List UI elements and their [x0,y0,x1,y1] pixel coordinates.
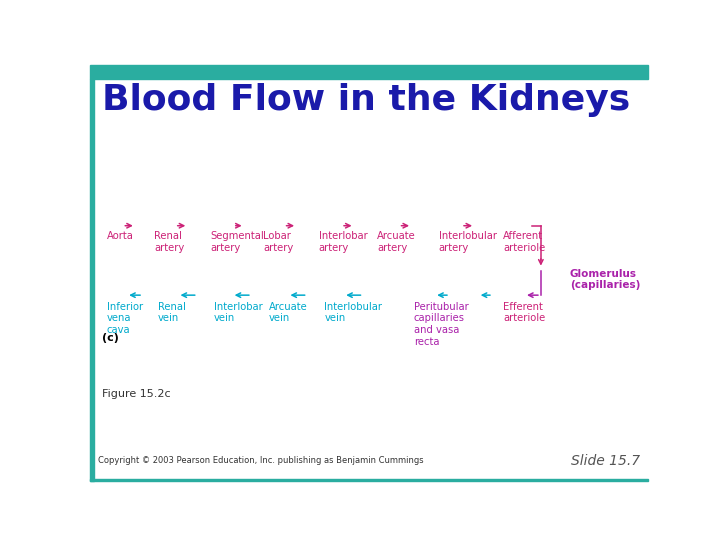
Text: Segmental
artery: Segmental artery [210,231,264,253]
Bar [90,79,94,481]
Text: Afferent
arteriole: Afferent arteriole [503,231,545,253]
Text: Aorta: Aorta [107,231,134,241]
Text: Renal
artery: Renal artery [154,231,184,253]
Text: (c): (c) [102,333,119,343]
Text: Peritubular
capillaries
and vasa
recta: Peritubular capillaries and vasa recta [413,302,469,347]
Text: Blood Flow in the Kidneys: Blood Flow in the Kidneys [102,83,631,117]
Text: Copyright © 2003 Pearson Education, Inc. publishing as Benjamin Cummings: Copyright © 2003 Pearson Education, Inc.… [99,456,424,465]
Text: Slide 15.7: Slide 15.7 [570,454,639,468]
Text: Figure 15.2c: Figure 15.2c [102,389,171,399]
Text: Interlobar
vein: Interlobar vein [214,302,263,323]
Text: Renal
vein: Renal vein [158,302,186,323]
Text: Arcuate
vein: Arcuate vein [269,302,307,323]
Bar [90,478,648,481]
Text: Efferent
arteriole: Efferent arteriole [503,302,545,323]
Text: Arcuate
artery: Arcuate artery [377,231,416,253]
Text: Glomerulus
(capillaries): Glomerulus (capillaries) [570,268,640,290]
Text: Interlobar
artery: Interlobar artery [319,231,367,253]
Text: Lobar
artery: Lobar artery [263,231,293,253]
Text: Interlobular
artery: Interlobular artery [438,231,497,253]
Text: Inferior
vena
cava: Inferior vena cava [107,302,143,335]
Text: Interlobular
vein: Interlobular vein [324,302,382,323]
Bar [90,65,648,79]
